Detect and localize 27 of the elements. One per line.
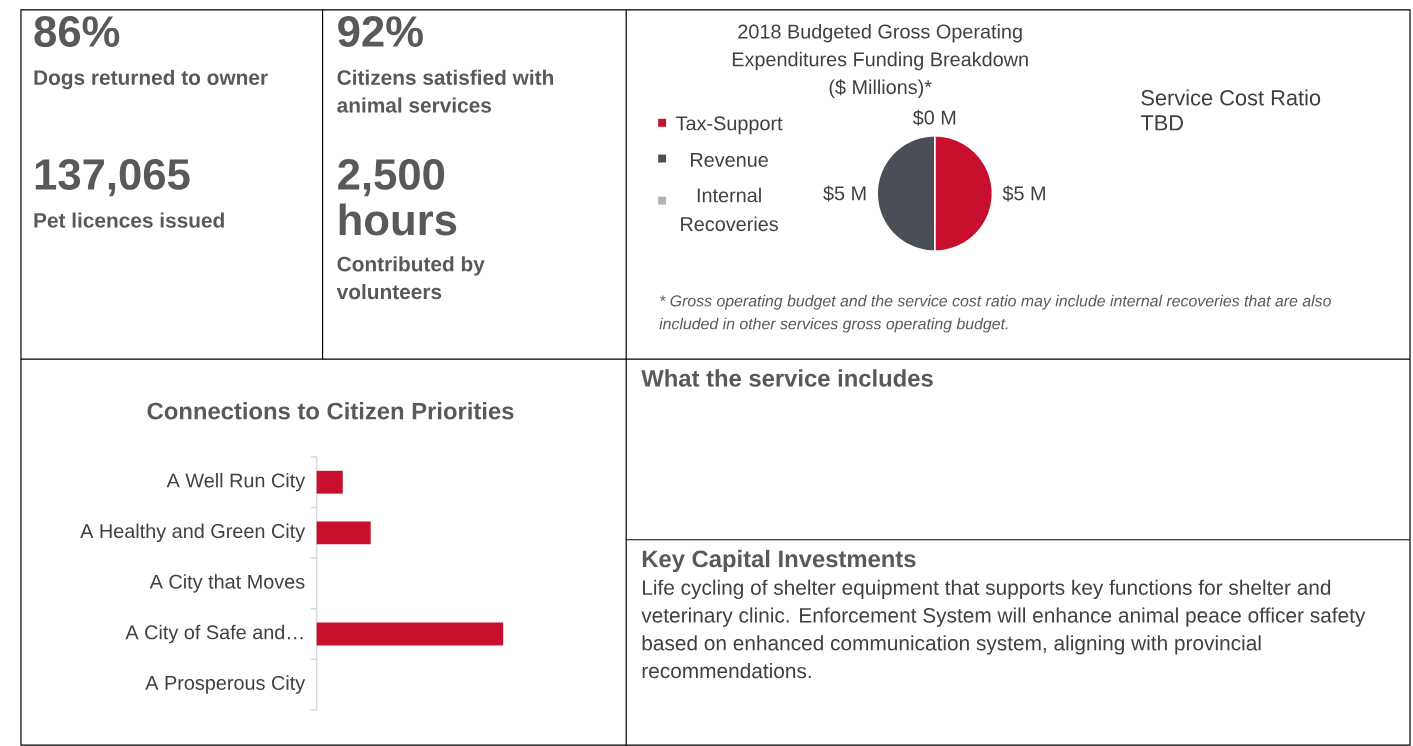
chart-title: 2018 Budgeted Gross Operating Expenditures Funding Breakdown ($ Millions)* [732,23,1028,98]
text: Service Cost Ratio [1141,89,1321,106]
text: Contributed by volunteers [336,256,485,300]
data-label: $5 M [823,185,866,202]
text: TBD [1140,115,1183,131]
text: 86% [34,16,120,47]
data-label: $5 M [1002,185,1045,202]
text: 2,500 hours [338,158,457,236]
chart-title: Connections to Citizen Priorities [147,401,514,420]
text: Pet licences issued [34,212,224,228]
y-tick-label: A Well Run City [166,472,306,492]
y-tick-label: A Prosperous City [145,675,306,694]
text: * Gross operating budget and the service cost ratio may include internal recoveries that are also included in other services gross operating budget. [659,294,1331,333]
text: What the service includes [641,369,933,387]
legend-label: Tax-Support [676,116,783,135]
legend-label: Revenue [691,153,768,167]
y-tick-label: A City of Safe and… [125,624,303,644]
text: Dogs returned to owner [34,69,268,90]
text: 137,065 [35,158,190,197]
text: Key Capital Investments [642,549,916,573]
text: 92% [338,16,423,47]
y-tick-label: A Healthy and Green City [80,523,306,542]
legend-label: Internal Recoveries [681,187,778,232]
text: Citizens satisfied with animal services [337,69,554,113]
text: Life cycling of shelter equipment that supports key functions for shelter and veterinary clinic. Enforcement System will enhance animal peace officer safety based on enhanced communication system, aligning with provincial recommendations. [641,579,1366,679]
y-tick-label: A City that Moves [149,574,305,593]
text: $0 M [912,109,956,126]
